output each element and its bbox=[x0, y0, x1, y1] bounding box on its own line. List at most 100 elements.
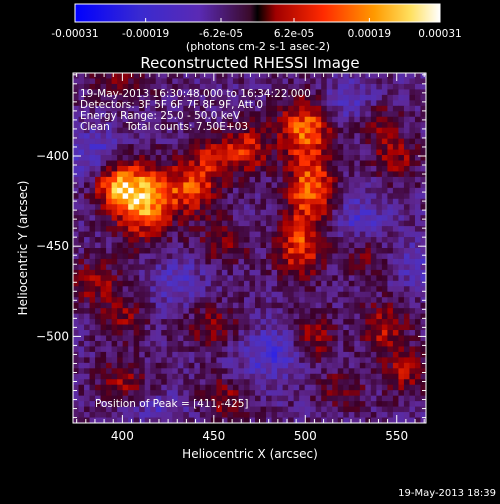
heatmap-cell bbox=[321, 138, 328, 145]
heatmap-cell bbox=[282, 351, 289, 358]
heatmap-cell bbox=[172, 105, 179, 112]
heatmap-cell bbox=[288, 187, 295, 194]
heatmap-cell bbox=[177, 193, 184, 200]
heatmap-cell bbox=[414, 182, 421, 189]
heatmap-cell bbox=[299, 401, 306, 407]
heatmap-cell bbox=[117, 226, 124, 232]
heatmap-cell bbox=[95, 204, 101, 211]
heatmap-cell bbox=[111, 248, 118, 254]
heatmap-cell bbox=[409, 351, 416, 358]
heatmap-cell bbox=[100, 390, 107, 397]
heatmap-cell bbox=[111, 297, 118, 304]
heatmap-cell bbox=[95, 264, 101, 271]
heatmap-cell bbox=[337, 302, 344, 309]
heatmap-cell bbox=[381, 111, 388, 118]
heatmap-cell bbox=[332, 351, 339, 358]
heatmap-cell bbox=[227, 253, 234, 260]
heatmap-cell bbox=[310, 253, 317, 260]
heatmap-cell bbox=[359, 209, 366, 216]
heatmap-cell bbox=[84, 253, 90, 260]
heatmap-cell bbox=[166, 324, 173, 331]
heatmap-cell bbox=[370, 340, 377, 347]
heatmap-cell bbox=[282, 73, 289, 79]
heatmap-cell bbox=[106, 165, 113, 172]
heatmap-cell bbox=[232, 417, 239, 424]
heatmap-cell bbox=[420, 357, 427, 364]
heatmap-cell bbox=[139, 165, 146, 172]
heatmap-cell bbox=[183, 269, 190, 276]
heatmap-cell bbox=[266, 368, 272, 375]
heatmap-cell bbox=[255, 105, 261, 112]
heatmap-cell bbox=[337, 253, 344, 260]
heatmap-cell bbox=[210, 171, 217, 178]
heatmap-cell bbox=[392, 390, 399, 397]
heatmap-cell bbox=[172, 138, 179, 145]
heatmap-cell bbox=[177, 335, 184, 342]
heatmap-cell bbox=[343, 384, 350, 391]
heatmap-cell bbox=[161, 258, 168, 265]
heatmap-cell bbox=[271, 73, 278, 79]
heatmap-cell bbox=[111, 368, 118, 375]
heatmap-cell bbox=[84, 182, 90, 189]
heatmap-cell bbox=[370, 187, 377, 194]
heatmap-cell bbox=[199, 231, 206, 238]
heatmap-cell bbox=[150, 362, 157, 369]
heatmap-cell bbox=[188, 286, 195, 293]
heatmap-cell bbox=[100, 280, 107, 287]
heatmap-cell bbox=[359, 116, 366, 123]
heatmap-cell bbox=[243, 209, 250, 216]
heatmap-cell bbox=[238, 133, 245, 140]
heatmap-cell bbox=[111, 330, 118, 336]
heatmap-cell bbox=[403, 264, 410, 271]
heatmap-cell bbox=[387, 176, 394, 183]
heatmap-cell bbox=[117, 155, 124, 161]
heatmap-cell bbox=[266, 346, 272, 353]
heatmap-cell bbox=[381, 182, 388, 189]
heatmap-cell bbox=[354, 100, 361, 107]
heatmap-cell bbox=[260, 122, 267, 129]
heatmap-cell bbox=[277, 330, 283, 336]
heatmap-cell bbox=[392, 258, 399, 265]
heatmap-cell bbox=[381, 171, 388, 178]
heatmap-cell bbox=[326, 155, 333, 161]
heatmap-cell bbox=[414, 412, 421, 418]
heatmap-cell bbox=[111, 122, 118, 129]
heatmap-cell bbox=[365, 149, 372, 156]
heatmap-cell bbox=[89, 215, 96, 222]
heatmap-cell bbox=[343, 209, 350, 216]
heatmap-cell bbox=[304, 133, 311, 140]
heatmap-cell bbox=[299, 280, 306, 287]
heatmap-cell bbox=[205, 406, 212, 413]
heatmap-cell bbox=[84, 395, 90, 402]
heatmap-cell bbox=[420, 330, 427, 336]
heatmap-cell bbox=[144, 215, 151, 222]
heatmap-cell bbox=[332, 105, 339, 112]
heatmap-cell bbox=[337, 133, 344, 140]
heatmap-cell bbox=[392, 412, 399, 418]
heatmap-cell bbox=[238, 111, 245, 118]
heatmap-cell bbox=[376, 94, 383, 101]
heatmap-cell bbox=[343, 253, 350, 260]
heatmap-cell bbox=[310, 187, 317, 194]
heatmap-cell bbox=[266, 138, 272, 145]
heatmap-cell bbox=[84, 105, 90, 112]
heatmap-cell bbox=[348, 313, 355, 320]
heatmap-cell bbox=[337, 176, 344, 183]
heatmap-cell bbox=[194, 204, 201, 211]
heatmap-cell bbox=[315, 395, 322, 402]
heatmap-cell bbox=[299, 78, 306, 85]
heatmap-cell bbox=[166, 100, 173, 107]
heatmap-cell bbox=[117, 395, 124, 402]
heatmap-cell bbox=[299, 362, 306, 369]
heatmap-cell bbox=[398, 171, 405, 178]
heatmap-cell bbox=[177, 373, 184, 380]
heatmap-cell bbox=[387, 258, 394, 265]
annotation-energy-range: Energy Range: 25.0 - 50.0 keV bbox=[80, 110, 241, 122]
heatmap-cell bbox=[194, 220, 201, 227]
heatmap-cell bbox=[144, 94, 151, 101]
heatmap-cell bbox=[166, 149, 173, 156]
heatmap-cell bbox=[205, 297, 212, 304]
heatmap-cell bbox=[227, 340, 234, 347]
heatmap-cell bbox=[194, 73, 201, 79]
heatmap-cell bbox=[282, 346, 289, 353]
